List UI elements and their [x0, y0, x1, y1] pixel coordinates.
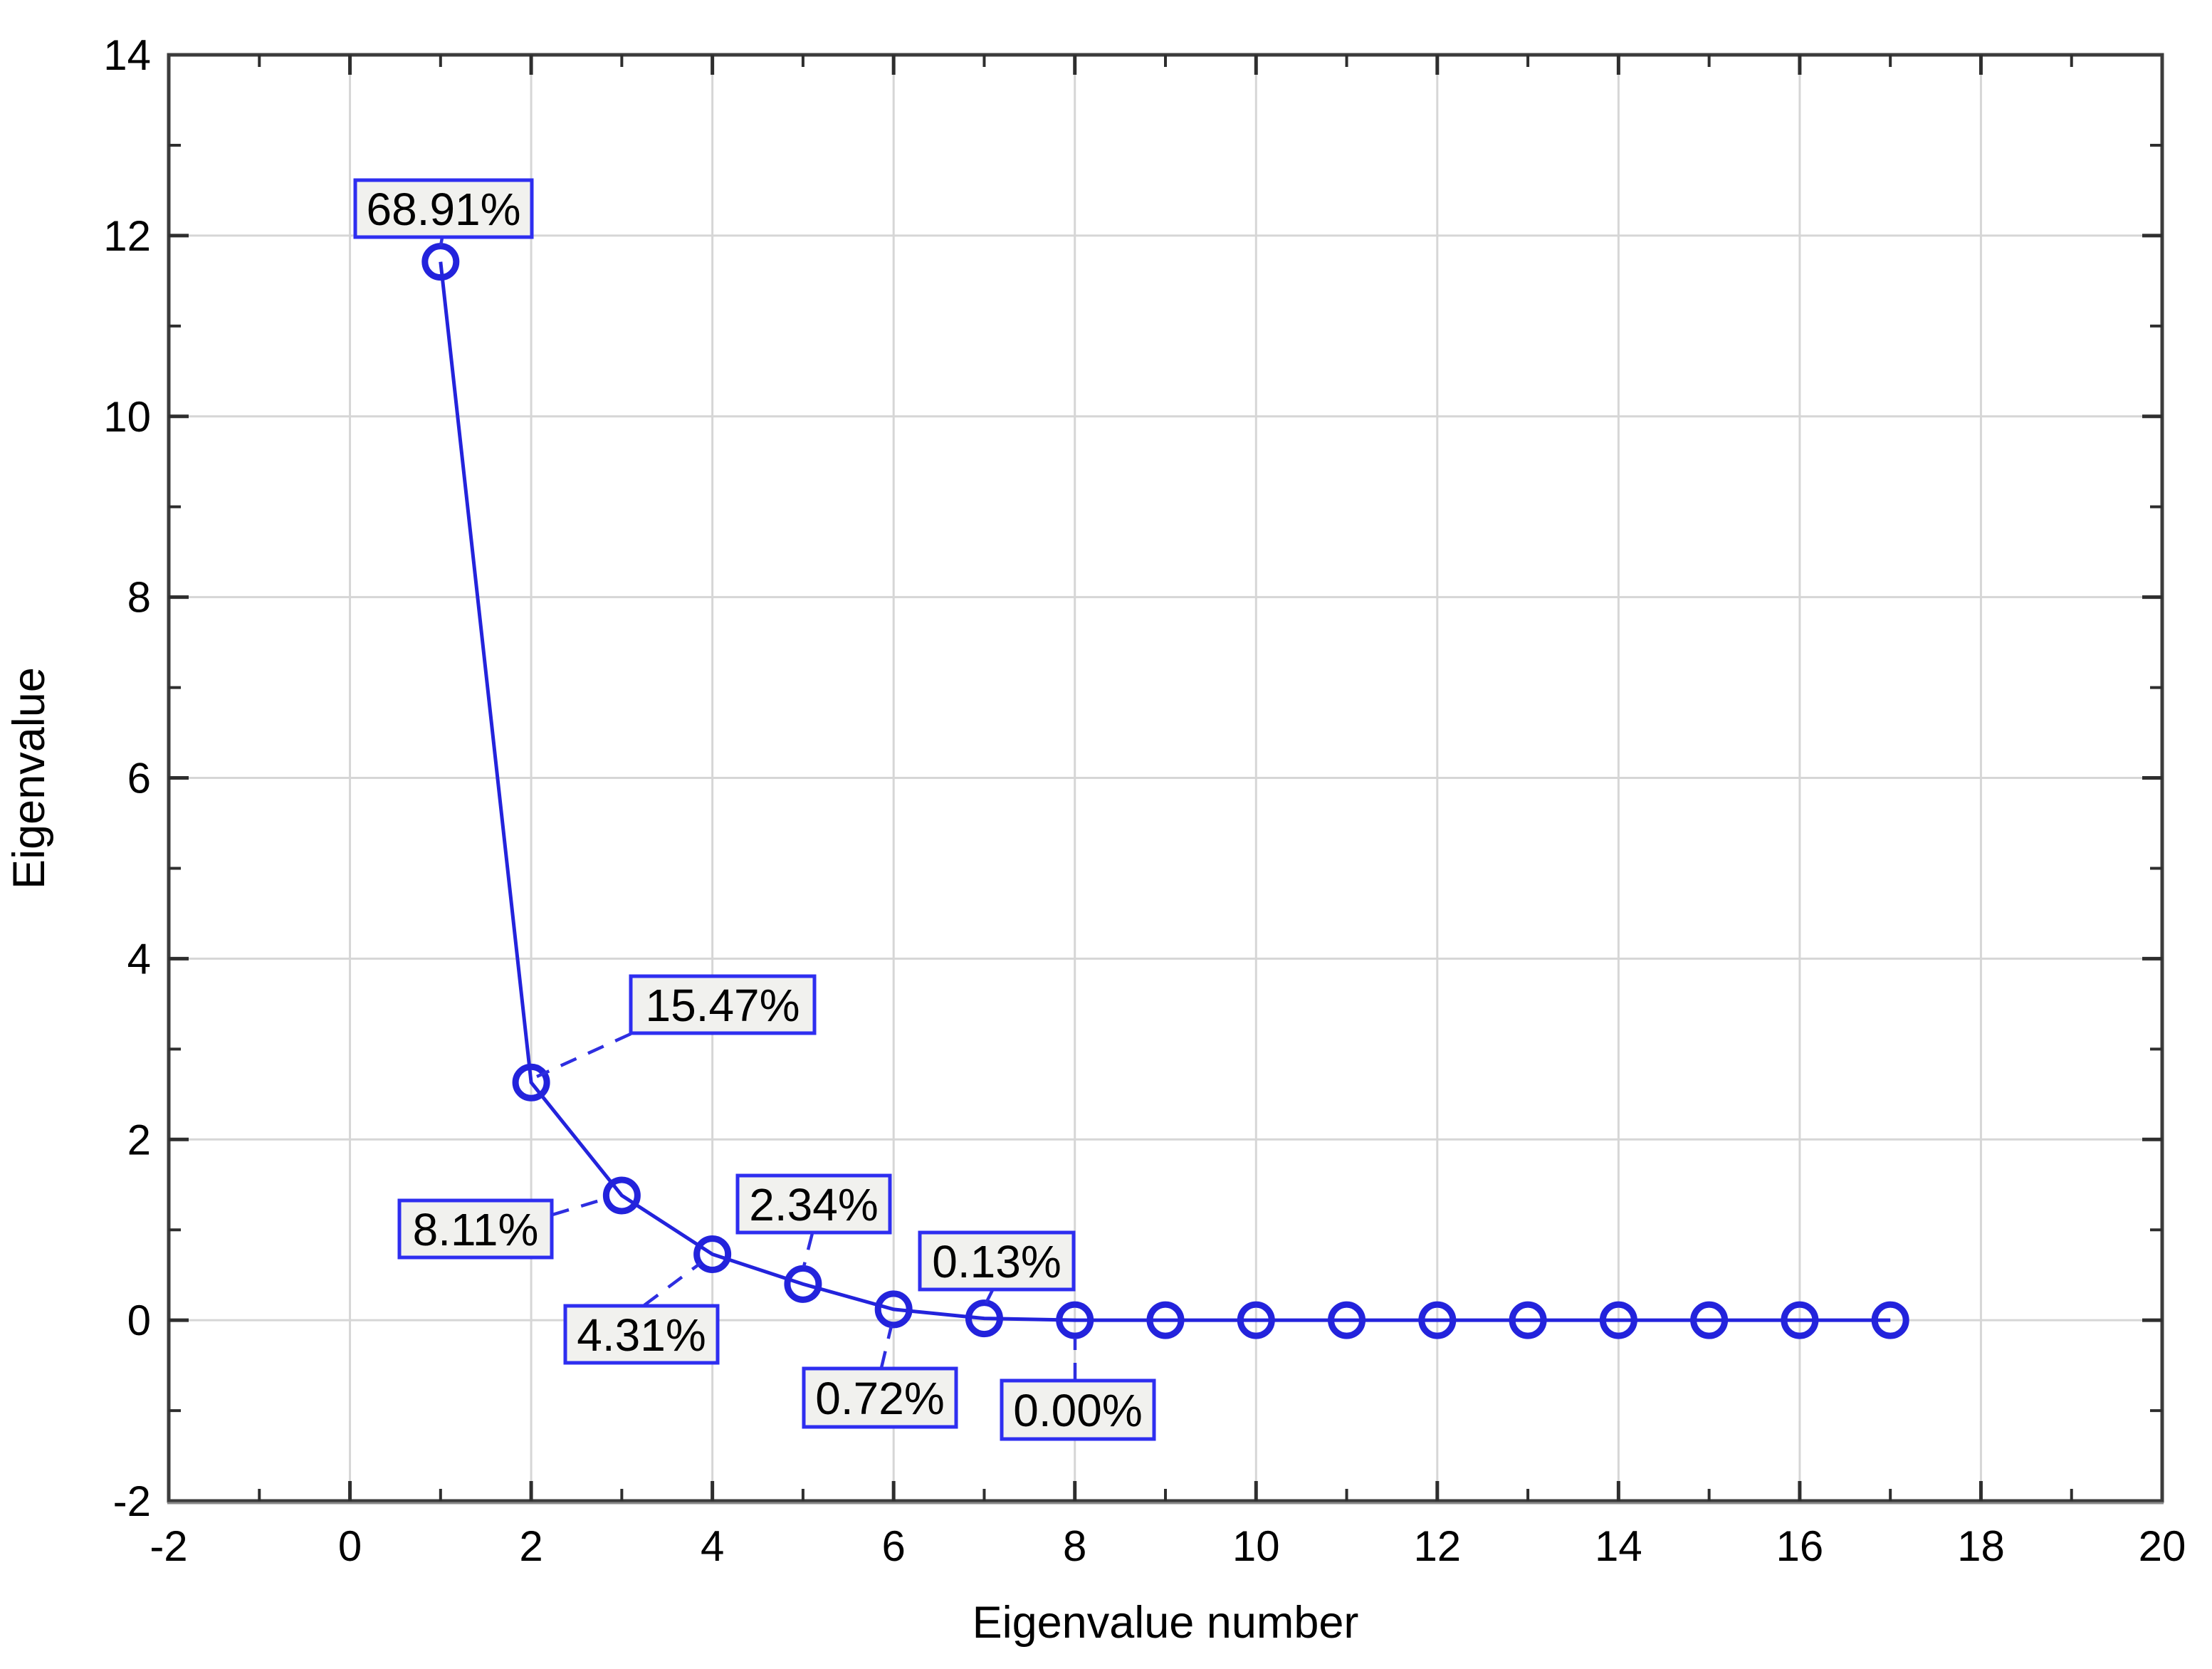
callout-percent-label: 0.72% [815, 1373, 944, 1424]
callout-percent-label: 0.00% [1013, 1385, 1142, 1436]
callout-box [802, 1366, 958, 1429]
y-tick-label: 14 [103, 31, 151, 79]
series-line [439, 261, 1891, 1322]
x-tick-label: 14 [1595, 1522, 1642, 1570]
data-point-marker [421, 243, 460, 281]
callout-leader [802, 1233, 814, 1267]
y-tick-label: 0 [127, 1297, 151, 1344]
y-tick-label: 4 [127, 935, 151, 983]
callout-box [563, 1304, 720, 1365]
data-point-marker [874, 1290, 913, 1329]
callout-box [629, 974, 817, 1035]
callout-percent-label: 68.91% [366, 184, 520, 235]
eigenvalue-series [421, 243, 1909, 1339]
data-point-marker [1056, 1301, 1094, 1339]
y-axis-title: Eigenvalue [4, 667, 54, 889]
data-point-marker [512, 1063, 550, 1102]
y-tick-label: -2 [113, 1477, 151, 1525]
y-tick-label: 2 [127, 1116, 151, 1163]
callout-box [735, 1173, 892, 1235]
y-tick-label: 8 [127, 574, 151, 622]
callout-box [353, 178, 534, 239]
axis-ticks [169, 55, 2162, 1501]
callout-percent-label: 0.13% [932, 1236, 1061, 1287]
x-tick-label: 8 [1063, 1522, 1086, 1570]
x-tick-label: 4 [701, 1522, 724, 1570]
callout-box [918, 1230, 1076, 1292]
data-point-marker [1871, 1301, 1909, 1339]
x-tick-label: 2 [519, 1522, 542, 1570]
x-tick-label: 16 [1776, 1522, 1824, 1570]
callout-leader [552, 1197, 605, 1217]
x-tick-label: -2 [150, 1522, 187, 1570]
callout-percent-label: 15.47% [645, 980, 800, 1031]
data-point-marker [1690, 1301, 1729, 1339]
data-point-marker [965, 1299, 1003, 1338]
callout-leader [536, 1032, 631, 1079]
gridlines [169, 55, 2162, 1501]
y-tick-label: 10 [103, 393, 151, 441]
x-tick-label: 0 [338, 1522, 362, 1570]
x-tick-label: 10 [1232, 1522, 1280, 1570]
data-point-marker [1599, 1301, 1637, 1339]
data-point-marker [1328, 1301, 1366, 1339]
axis-tick-labels: -2 0 2 4 6 8 10 12 14 16 18 20 -2 0 2 4 6 8 10 12 14 [103, 31, 2186, 1570]
data-point-marker [602, 1176, 641, 1215]
percent-callouts: 68.91% 15.47% 8.11% 4.31% 2.34% 0.72% 0.13% 0.0… [353, 178, 1156, 1441]
y-tick-label: 6 [127, 755, 151, 802]
data-point-marker [1146, 1301, 1185, 1339]
callout-leader [879, 1325, 893, 1369]
callout-leader [439, 237, 444, 246]
data-point-marker [1418, 1301, 1457, 1339]
y-tick-label: 12 [103, 212, 151, 260]
x-axis-title: Eigenvalue number [973, 1598, 1359, 1648]
callout-percent-label: 8.11% [413, 1204, 539, 1255]
callout-leader-lines [439, 237, 1077, 1380]
data-point-marker [693, 1235, 732, 1273]
callout-percent-label: 2.34% [749, 1179, 878, 1230]
x-tick-label: 6 [881, 1522, 905, 1570]
callout-leader [643, 1262, 702, 1307]
data-point-marker [784, 1265, 822, 1303]
x-tick-label: 20 [2139, 1522, 2186, 1570]
callout-leader [984, 1289, 995, 1304]
x-tick-label: 12 [1413, 1522, 1461, 1570]
data-point-marker [1781, 1301, 1819, 1339]
callout-box [1000, 1378, 1156, 1441]
callout-box [397, 1198, 554, 1260]
callout-percent-label: 4.31% [577, 1309, 706, 1361]
data-point-marker [1237, 1301, 1275, 1339]
x-tick-label: 18 [1957, 1522, 2005, 1570]
data-point-marker [1509, 1301, 1547, 1339]
